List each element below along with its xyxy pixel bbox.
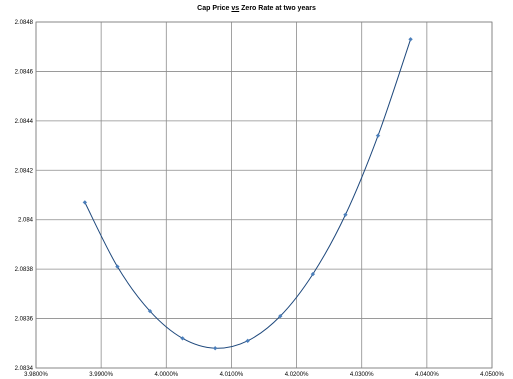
data-point-4 [212, 346, 218, 351]
data-point-10 [408, 37, 413, 42]
y-tick-label-7: 2.0848 [15, 20, 34, 26]
y-tick-label-2: 2.0838 [15, 267, 34, 273]
data-point-5 [245, 338, 250, 344]
data-point-7 [310, 271, 316, 277]
x-tick-label-7: 4.0500% [480, 372, 504, 378]
data-point-0 [82, 200, 88, 205]
y-tick-label-5: 2.0844 [15, 119, 34, 125]
chart-title: Cap Price vs Zero Rate at two years [0, 5, 513, 12]
data-point-8 [343, 212, 348, 217]
data-point-6 [278, 313, 283, 319]
y-tick-label-6: 2.0846 [15, 69, 34, 75]
y-tick-label-1: 2.0836 [15, 317, 34, 323]
x-tick-label-0: 3.9800% [24, 372, 48, 378]
x-tick-label-1: 3.9900% [89, 372, 113, 378]
y-tick-label-0: 2.0834 [15, 366, 34, 372]
data-point-9 [375, 133, 381, 138]
x-tick-label-3: 4.0100% [220, 372, 244, 378]
chart-title-underlined-part: vs [231, 5, 240, 12]
data-point-3 [180, 336, 185, 341]
series-line-0 [84, 39, 412, 349]
x-tick-label-5: 4.0300% [350, 372, 374, 378]
plot-border [35, 21, 493, 369]
x-tick-label-2: 4.0000% [154, 372, 178, 378]
y-tick-label-3: 2.084 [18, 218, 34, 224]
data-point-1 [115, 264, 120, 269]
y-tick-label-4: 2.0842 [15, 168, 34, 174]
x-tick-label-4: 4.0200% [285, 372, 309, 378]
chart-title-part-1: Cap Price [197, 5, 232, 12]
data-point-2 [147, 308, 153, 314]
x-tick-label-6: 4.0400% [415, 372, 439, 378]
chart-title-part-2: Zero Rate at two years [239, 5, 316, 12]
